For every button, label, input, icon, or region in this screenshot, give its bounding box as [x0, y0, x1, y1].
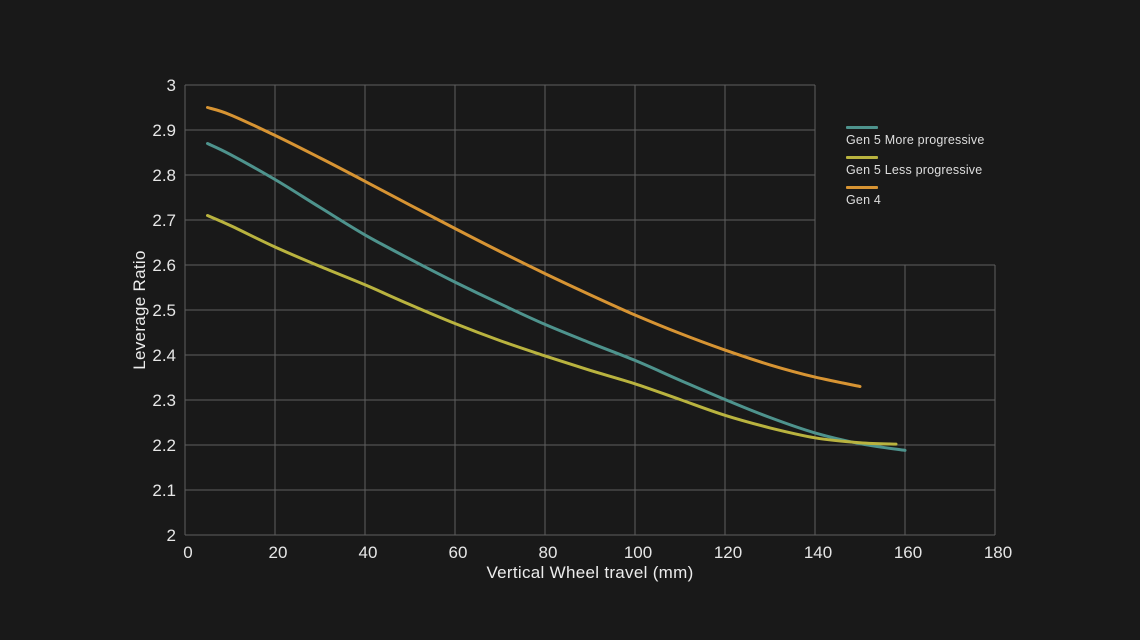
svg-text:20: 20 [269, 543, 288, 562]
svg-text:60: 60 [449, 543, 468, 562]
legend-item-gen4: Gen 4 [846, 186, 985, 207]
svg-text:180: 180 [984, 543, 1012, 562]
svg-text:0: 0 [183, 543, 192, 562]
svg-text:2.7: 2.7 [152, 211, 176, 230]
svg-text:160: 160 [894, 543, 922, 562]
x-tick-labels: 0 20 40 60 80 100 120 140 160 180 [183, 543, 1012, 562]
series-gen-4 [206, 106, 862, 388]
svg-text:40: 40 [359, 543, 378, 562]
legend-swatch-gen5-more-progressive [846, 126, 878, 129]
series-gen-5-less-progressive [206, 214, 898, 446]
legend-label: Gen 4 [846, 193, 882, 207]
svg-text:120: 120 [714, 543, 742, 562]
svg-text:2: 2 [167, 526, 176, 545]
svg-text:2.1: 2.1 [152, 481, 176, 500]
legend-item-gen5-less-progressive: Gen 5 Less progressive [846, 156, 985, 177]
svg-text:100: 100 [624, 543, 652, 562]
svg-text:2.4: 2.4 [152, 346, 176, 365]
svg-text:2.3: 2.3 [152, 391, 176, 410]
svg-text:2.6: 2.6 [152, 256, 176, 275]
legend-item-gen5-more-progressive: Gen 5 More progressive [846, 126, 985, 147]
x-axis-title: Vertical Wheel travel (mm) [486, 563, 694, 582]
svg-text:80: 80 [539, 543, 558, 562]
y-tick-labels: 2 2.1 2.2 2.3 2.4 2.5 2.6 2.7 2.8 2.9 3 [152, 76, 176, 545]
legend-label: Gen 5 Less progressive [846, 163, 983, 177]
legend-swatch-gen4 [846, 186, 878, 189]
svg-text:2.2: 2.2 [152, 436, 176, 455]
svg-text:3: 3 [167, 76, 176, 95]
y-axis-title: Leverage Ratio [130, 250, 149, 370]
grid [184, 84, 996, 536]
svg-text:2.9: 2.9 [152, 121, 176, 140]
series-gen-5-more-progressive [206, 142, 907, 452]
legend-swatch-gen5-less-progressive [846, 156, 878, 159]
svg-text:2.8: 2.8 [152, 166, 176, 185]
svg-text:140: 140 [804, 543, 832, 562]
svg-text:2.5: 2.5 [152, 301, 176, 320]
legend-label: Gen 5 More progressive [846, 133, 985, 147]
legend: Gen 5 More progressive Gen 5 Less progre… [846, 126, 985, 216]
